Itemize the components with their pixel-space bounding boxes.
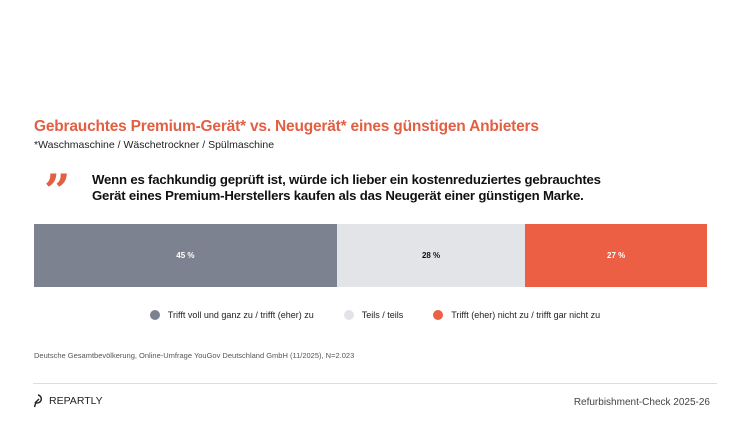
legend-item: Trifft voll und ganz zu / trifft (eher) … (149, 310, 314, 320)
report-name: Refurbishment-Check 2025-26 (573, 397, 710, 408)
legend-dot-icon (433, 310, 444, 320)
data-label: 27 % (607, 251, 626, 260)
chart-subtitle: *Waschmaschine / Wäschetrockner / Spülma… (34, 139, 275, 151)
bar-segment-0: 45 % (34, 224, 337, 287)
quote-mark-icon: ” (44, 164, 71, 218)
chart-title: Gebrauchtes Premium-Gerät* vs. Neugerät*… (34, 118, 539, 135)
legend-dot-icon (343, 310, 354, 320)
legend-dot-icon (149, 310, 160, 320)
survey-statement: Wenn es fachkundig geprüft ist, würde ic… (92, 172, 601, 203)
legend: Trifft voll und ganz zu / trifft (eher) … (0, 310, 750, 320)
stacked-bar: 45 % 28 % 27 % (34, 224, 707, 287)
footer-divider (33, 383, 717, 384)
source-note: Deutsche Gesamtbevölkerung, Online-Umfra… (34, 351, 355, 360)
legend-label: Teils / teils (361, 310, 404, 320)
bar-segment-1: 28 % (336, 224, 526, 287)
legend-label: Trifft voll und ganz zu / trifft (eher) … (167, 310, 314, 320)
logo-text: REPARTLY (49, 395, 103, 407)
bar-segment-2: 27 % (525, 224, 707, 287)
legend-item: Teils / teils (343, 310, 404, 320)
repartly-logo-icon (33, 394, 42, 408)
data-label: 45 % (176, 251, 195, 260)
legend-item: Trifft (eher) nicht zu / trifft gar nich… (433, 310, 600, 320)
data-label: 28 % (421, 251, 441, 260)
repartly-logo: REPARTLY (33, 394, 103, 408)
legend-label: Trifft (eher) nicht zu / trifft gar nich… (451, 310, 601, 320)
